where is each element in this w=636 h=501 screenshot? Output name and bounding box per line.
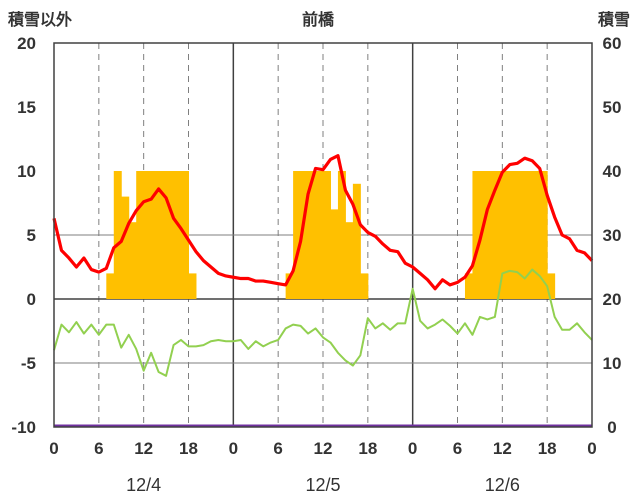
sunshine-bar [136, 171, 145, 299]
right-tick-label: 30 [603, 226, 622, 245]
sunshine-bar [524, 171, 533, 299]
sunshine-bar [315, 171, 324, 299]
right-tick-label: 20 [603, 290, 622, 309]
sunshine-bar [113, 171, 122, 299]
series-line-green [53, 268, 593, 377]
sunshine-bar [188, 273, 197, 299]
x-tick-labels: 0 6 12 18 0 6 12 18 0 6 12 18 0 [49, 439, 596, 458]
sunshine-bar [143, 171, 152, 299]
sunshine-bar [547, 273, 556, 299]
sunshine-bar [479, 171, 488, 299]
x-tick-label: 0 [229, 439, 238, 458]
sunshine-bar [285, 273, 294, 299]
x-tick-label: 6 [273, 439, 282, 458]
left-axis-label: 積雪以外 [7, 10, 72, 29]
sunshine-bar [539, 171, 548, 299]
x-tick-label: 0 [49, 439, 58, 458]
date-labels: 12/4 12/5 12/6 [126, 475, 520, 495]
left-tick-labels: 20 15 10 5 0 -5 -10 [11, 34, 36, 437]
sunshine-bar [128, 222, 137, 299]
right-tick-labels: 60 50 40 30 20 10 0 [603, 34, 622, 437]
sunshine-bar [158, 171, 167, 299]
right-axis-label: 積雪 [597, 10, 630, 29]
date-label: 12/6 [485, 475, 520, 495]
left-tick-label: -5 [21, 354, 36, 373]
sunshine-bar [352, 183, 361, 299]
left-tick-label: 10 [17, 162, 36, 181]
right-tick-label: 0 [607, 418, 616, 437]
sunshine-bar [323, 171, 331, 299]
right-tick-label: 60 [603, 34, 622, 53]
sunshine-bar [464, 273, 473, 299]
sunshine-bar [494, 171, 503, 299]
sunshine-bar [472, 171, 481, 299]
sunshine-bar [151, 171, 160, 299]
x-tick-label: 0 [408, 439, 417, 458]
x-tick-label: 6 [94, 439, 103, 458]
left-tick-label: 0 [27, 290, 36, 309]
x-tick-label: 18 [538, 439, 557, 458]
left-tick-label: 15 [17, 98, 36, 117]
sunshine-bars [106, 171, 556, 299]
x-tick-label: 18 [358, 439, 377, 458]
right-tick-label: 50 [603, 98, 622, 117]
sunshine-bar [121, 196, 130, 299]
sunshine-bar [166, 171, 175, 299]
series-lines [52, 154, 594, 428]
sunshine-bar [106, 273, 115, 299]
sunshine-bar [532, 171, 541, 299]
sunshine-bar [173, 171, 182, 299]
sunshine-bar [509, 171, 518, 299]
sunshine-bar [308, 171, 317, 299]
series-line-red [52, 154, 594, 291]
left-tick-label: 20 [17, 34, 36, 53]
left-tick-label: 5 [27, 226, 36, 245]
x-tick-label: 6 [453, 439, 462, 458]
left-tick-label: -10 [11, 418, 36, 437]
plot-frame [53, 42, 593, 428]
x-tick-label: 18 [179, 439, 198, 458]
x-tick-label: 12 [134, 439, 153, 458]
sunshine-bar [330, 209, 339, 299]
x-tick-label: 12 [314, 439, 333, 458]
sunshine-bar [502, 171, 511, 299]
sunshine-bar [300, 171, 309, 299]
right-tick-label: 10 [603, 354, 622, 373]
date-label: 12/4 [126, 475, 161, 495]
sunshine-bar [360, 273, 369, 299]
x-tick-label: 0 [587, 439, 596, 458]
sunshine-bar [517, 171, 526, 299]
right-tick-label: 40 [603, 162, 622, 181]
sunshine-bar [487, 171, 496, 299]
sunshine-bar [337, 171, 346, 299]
chart-title: 前橋 [302, 10, 335, 29]
sunshine-bar [345, 222, 354, 299]
date-label: 12/5 [305, 475, 340, 495]
x-tick-label: 12 [493, 439, 512, 458]
sunshine-bar [293, 171, 302, 299]
